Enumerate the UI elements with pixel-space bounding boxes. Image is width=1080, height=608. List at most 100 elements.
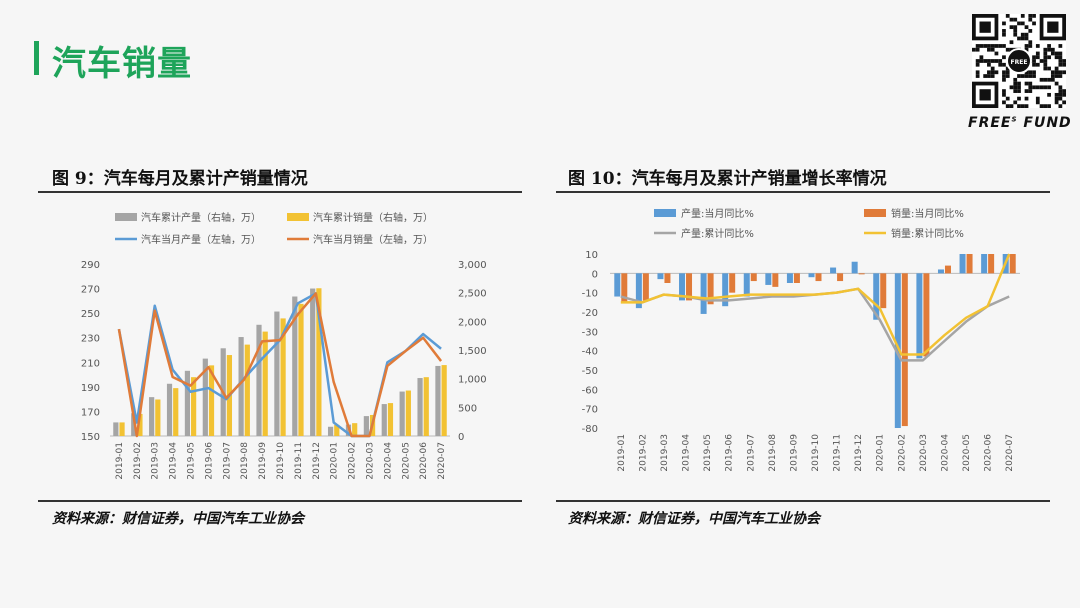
qr-module [1058,104,1063,108]
x-axis-tick-label: 2019-10 [811,434,821,472]
x-axis-tick-label: 2020-06 [984,434,994,472]
bar-cum-production [310,288,316,436]
bar-cum-sales [334,424,340,436]
qr-module [1013,25,1018,30]
qr-module [1058,51,1063,56]
qr-module [1020,32,1025,37]
figure-9-title: 图 9：汽车每月及累计产销量情况 [52,169,308,189]
qr-module [1017,89,1021,93]
x-axis-tick-label: 2019-05 [703,434,713,472]
qr-module [1017,81,1021,86]
qr-center-label: FREE [1011,59,1028,66]
qr-finder-inner [979,89,991,101]
qr-module [1032,85,1036,90]
bar-cum-sales [191,377,197,436]
bar-cum-sales [280,318,286,436]
bar-cum-sales [244,344,250,436]
x-axis-tick-label: 2020-03 [919,434,929,472]
bar-cum-production [327,426,334,436]
qr-module [1050,47,1055,52]
qr-module [1043,85,1048,90]
figure-9-source: 资料来源：财信证券，中国汽车工业协会 [52,511,304,527]
x-axis-tick-label: 2020-02 [897,434,907,472]
bar-production-monthly-yoy [743,273,750,297]
bar-sales-monthly-yoy [837,273,844,282]
left-axis-tick-label: 230 [81,334,100,345]
qr-module [994,70,999,75]
legend-label: 销量:当月同比% [891,207,964,220]
bar-sales-monthly-yoy [944,265,951,274]
y-axis-tick-label: -60 [582,385,598,396]
qr-module [1035,85,1040,90]
qr-module [983,44,988,48]
qr-module [1058,92,1063,97]
bar-sales-monthly-yoy [988,254,995,274]
qr-module [1024,36,1029,41]
x-axis-tick-label: 2019-01 [115,442,125,480]
x-axis-tick-label: 2019-11 [833,434,843,472]
bar-production-monthly-yoy [700,273,707,314]
qr-module [987,62,991,67]
qr-module [1058,70,1063,75]
qr-module [1017,74,1021,78]
qr-module [1002,62,1006,67]
bar-production-monthly-yoy [614,273,621,297]
qr-module [1054,70,1059,75]
left-axis-tick-label: 250 [81,309,100,320]
left-axis-tick-label: 170 [81,407,100,418]
qr-module [1058,85,1063,90]
left-axis-tick-label: 270 [81,285,100,296]
qr-module [1039,85,1044,90]
qr-module [1005,47,1010,52]
bar-production-monthly-yoy [894,273,901,428]
bar-production-monthly-yoy [981,254,988,274]
bar-sales-monthly-yoy [729,273,736,293]
qr-module [1002,89,1006,93]
right-axis-tick-label: 1,500 [458,346,487,357]
qr-module [1020,104,1025,108]
qr-module [1024,70,1029,75]
qr-module [987,70,991,75]
bar-cum-sales [137,413,143,436]
x-axis-tick-label: 2019-11 [294,442,304,480]
qr-module [1050,70,1055,75]
bar-cum-sales [208,365,215,436]
qr-module [1002,74,1006,78]
x-axis-tick-label: 2020-04 [940,434,950,472]
bar-sales-monthly-yoy [858,273,865,275]
figure-10-bottom-rule [556,500,1050,502]
x-axis-tick-label: 2020-01 [876,434,886,472]
qr-module [1024,47,1029,52]
bar-sales-monthly-yoy [966,254,973,274]
qr-module [1035,96,1040,101]
x-axis-tick-label: 2020-05 [401,442,411,480]
qr-module [1028,17,1033,22]
qr-module [1005,74,1010,78]
qr-module [1020,21,1025,26]
bar-production-monthly-yoy [873,273,880,320]
bar-sales-monthly-yoy [1009,254,1016,274]
y-axis-tick-label: -40 [582,347,598,358]
qr-module [1062,100,1066,105]
x-axis-tick-label: 2019-08 [240,442,250,480]
qr-module [1054,96,1059,101]
bar-production-monthly-yoy [959,254,966,274]
left-axis-tick-label: 190 [81,383,100,394]
x-axis-tick-label: 2020-02 [348,442,358,480]
x-axis-tick-label: 2019-03 [151,442,161,480]
right-axis-tick-label: 2,500 [458,289,487,300]
qr-module [1054,100,1059,105]
qr-module [1043,59,1048,63]
qr-module [1017,85,1021,90]
qr-finder-inner [1047,21,1059,33]
qr-module [1047,55,1051,60]
bar-production-monthly-yoy [722,273,729,307]
bar-cum-sales [352,423,358,436]
x-axis-tick-label: 2019-08 [768,434,778,472]
qr-module [998,59,1003,63]
x-axis-tick-label: 2020-07 [1005,434,1015,472]
right-axis-tick-label: 2,000 [458,317,487,328]
x-axis-tick-label: 2019-06 [204,442,214,480]
legend-swatch [287,213,309,221]
x-axis-tick-label: 2020-01 [330,442,340,480]
